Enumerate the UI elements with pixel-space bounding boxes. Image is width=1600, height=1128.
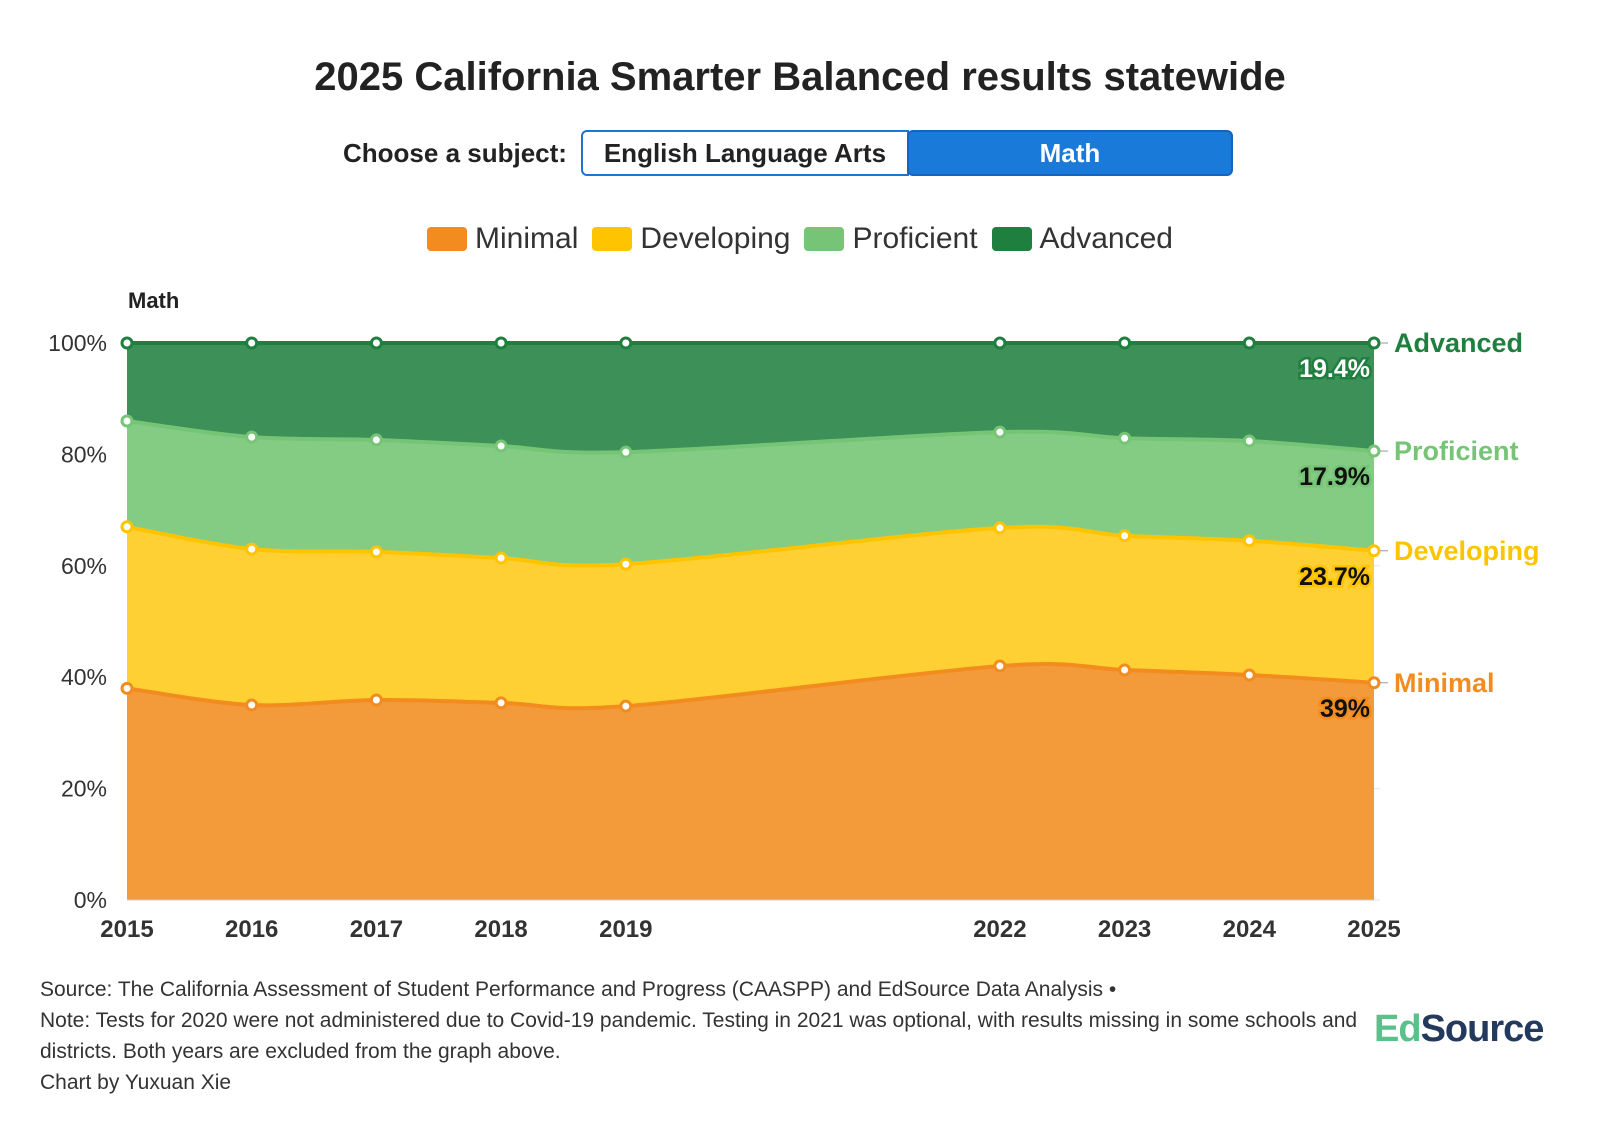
footer: Source: The California Assessment of Stu… [40, 974, 1360, 1098]
x-tick-label: 2022 [973, 916, 1026, 943]
data-point [1242, 434, 1256, 448]
data-point [494, 336, 508, 350]
line-minimal [126, 662, 1375, 711]
end-label-proficient: Proficient [1394, 436, 1519, 466]
end-label-minimal: Minimal [1394, 668, 1495, 698]
x-tick-label: 2025 [1347, 916, 1400, 943]
data-point [1118, 663, 1132, 677]
data-point [120, 336, 134, 350]
data-point [245, 542, 259, 556]
data-point [494, 551, 508, 565]
x-tick-label: 2024 [1223, 916, 1277, 943]
data-point [120, 414, 134, 428]
data-point [369, 693, 383, 707]
legend-label: Proficient [852, 222, 978, 255]
area-advanced [127, 343, 1374, 453]
data-point [1118, 431, 1132, 445]
subject-chooser: Choose a subject: English Language Arts … [343, 130, 1233, 176]
value-label: 19.4% [1299, 355, 1370, 383]
data-point [1367, 336, 1381, 350]
y-tick-label: 80% [61, 441, 107, 467]
data-point [369, 545, 383, 559]
legend-swatch [804, 227, 845, 251]
data-point [245, 698, 259, 712]
data-point [1242, 668, 1256, 682]
data-point [369, 336, 383, 350]
x-tick-label: 2016 [225, 916, 278, 943]
line-developing [126, 524, 1375, 568]
x-tick-label: 2018 [474, 916, 527, 943]
end-label-developing: Developing [1394, 536, 1540, 566]
x-tick-label: 2019 [599, 916, 652, 943]
ela-button[interactable]: English Language Arts [580, 130, 909, 176]
end-label-advanced: Advanced [1394, 328, 1523, 358]
legend-swatch [427, 227, 468, 251]
data-point [1242, 336, 1256, 350]
data-point [1118, 336, 1132, 350]
legend: Minimal Developing Proficient Advanced [0, 222, 1600, 256]
stacked-area-chart: 0% 20% 40% 60% 80% 100% Minimal 39% Developing 23… [48, 328, 1540, 943]
x-tick-label: 2023 [1098, 916, 1151, 943]
edsource-logo: EdSource [1374, 1008, 1544, 1050]
covid-note: Note: Tests for 2020 were not administer… [40, 1009, 1358, 1063]
legend-swatch [592, 227, 633, 251]
data-point [494, 439, 508, 453]
data-point [619, 336, 633, 350]
math-button[interactable]: Math [906, 130, 1233, 176]
data-point [245, 336, 259, 350]
chart-subtitle: Math [128, 288, 180, 313]
legend-item-minimal[interactable]: Minimal [427, 222, 578, 256]
data-point [1242, 534, 1256, 548]
data-point [1367, 544, 1381, 558]
chart-credit: Chart by Yuxuan Xie [40, 1071, 232, 1094]
data-point [619, 699, 633, 713]
data-point [993, 425, 1007, 439]
data-point [993, 336, 1007, 350]
x-tick-label: 2017 [350, 916, 403, 943]
data-point [619, 557, 633, 571]
source-note: Source: The California Assessment of Stu… [40, 978, 1117, 1001]
chooser-label: Choose a subject: [343, 137, 567, 168]
data-point [120, 520, 134, 534]
data-point [619, 445, 633, 459]
data-point [1367, 676, 1381, 690]
area-proficient [127, 420, 1374, 566]
legend-item-developing[interactable]: Developing [592, 222, 790, 256]
y-tick-label: 60% [61, 553, 107, 579]
legend-swatch [991, 227, 1032, 251]
y-tick-label: 20% [61, 776, 107, 802]
y-tick-label: 100% [48, 330, 107, 356]
data-point [245, 430, 259, 444]
value-label: 23.7% [1299, 563, 1370, 591]
x-tick-label: 2015 [100, 916, 153, 943]
data-point [1367, 444, 1381, 458]
data-point [120, 681, 134, 695]
data-point [494, 696, 508, 710]
legend-item-proficient[interactable]: Proficient [804, 222, 978, 256]
legend-label: Minimal [475, 222, 579, 255]
y-tick-label: 0% [74, 887, 107, 913]
chart-title: 2025 California Smarter Balanced results… [314, 55, 1286, 99]
y-tick-label: 40% [61, 664, 107, 690]
area-minimal [127, 664, 1374, 900]
line-proficient [126, 418, 1375, 455]
data-point [993, 659, 1007, 673]
legend-label: Developing [640, 222, 791, 255]
data-point [369, 433, 383, 447]
data-point [993, 521, 1007, 535]
value-label: 17.9% [1299, 463, 1370, 491]
legend-label: Advanced [1039, 222, 1173, 255]
data-point [1118, 529, 1132, 543]
value-label: 39% [1320, 695, 1370, 723]
legend-item-advanced[interactable]: Advanced [991, 222, 1173, 256]
